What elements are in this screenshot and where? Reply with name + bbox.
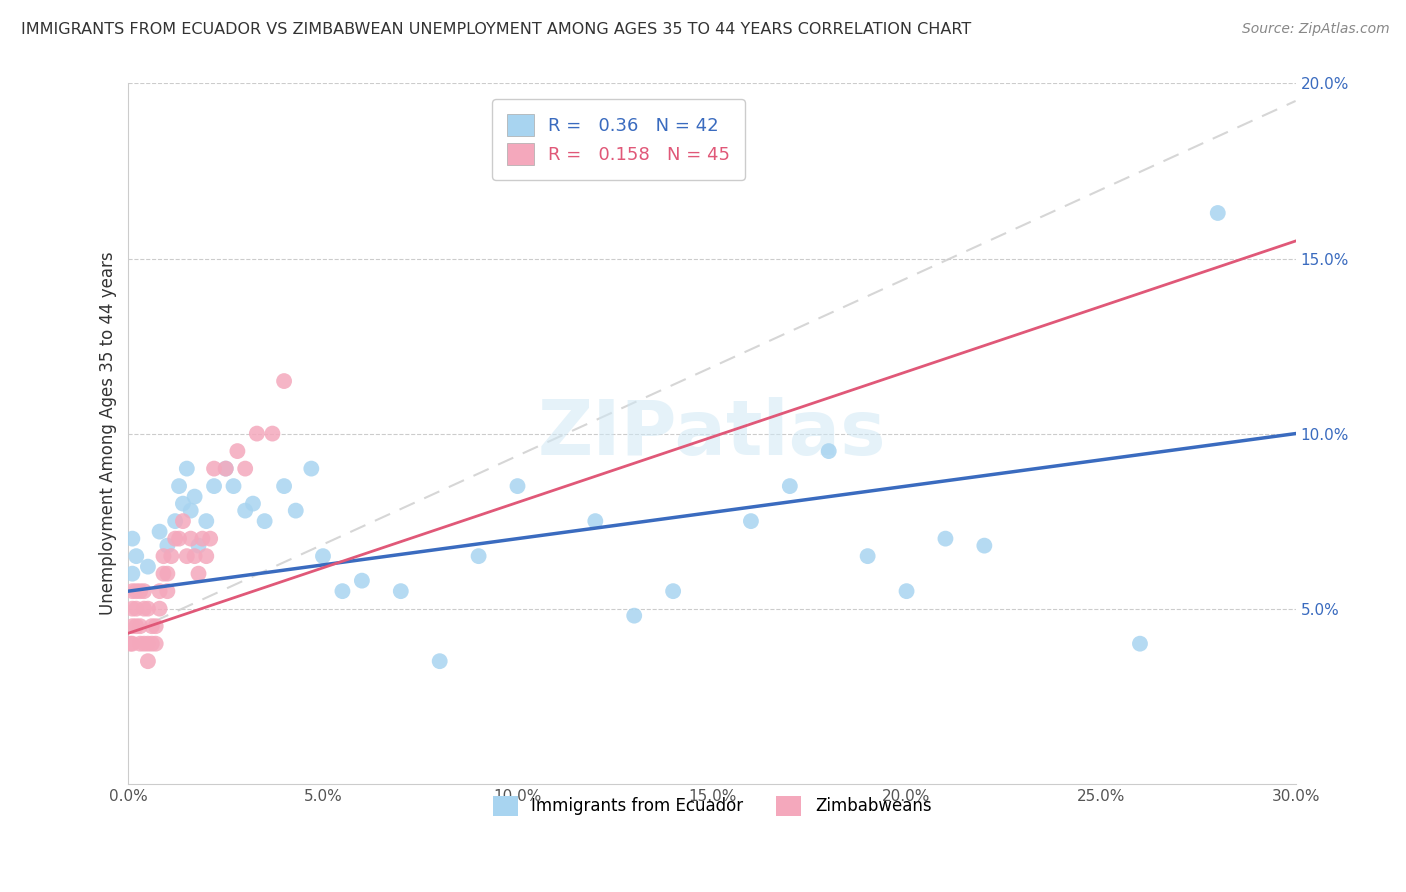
Point [120,637,142,651]
Point [180,503,202,517]
Point [583,514,606,528]
Point [740,514,762,528]
Point [172,497,194,511]
Point [121,619,143,633]
Point [467,549,489,563]
Point [136,654,159,668]
Point [183,549,205,563]
Point [817,444,839,458]
Point [149,601,172,615]
Point [662,584,685,599]
Point [129,584,152,599]
Point [896,584,918,599]
Point [187,539,209,553]
Point [332,584,354,599]
Point [1206,206,1229,220]
Point [141,619,163,633]
Point [233,461,256,475]
Point [973,539,995,553]
Point [165,514,187,528]
Point [172,514,194,528]
Point [779,479,801,493]
Point [129,619,152,633]
Point [156,539,179,553]
Point [299,461,322,475]
Point [273,479,295,493]
Point [215,461,238,475]
Point [198,532,221,546]
Point [350,574,373,588]
Point [176,461,198,475]
Point [623,608,645,623]
Point [132,601,155,615]
Point [129,637,152,651]
Point [284,503,307,517]
Point [152,566,174,581]
Point [145,637,167,651]
Point [121,637,143,651]
Point [429,654,451,668]
Point [121,584,143,599]
Point [187,566,209,581]
Point [242,497,264,511]
Point [167,532,190,546]
Point [132,637,155,651]
Point [167,479,190,493]
Point [506,479,529,493]
Point [856,549,879,563]
Point [156,584,179,599]
Point [125,584,148,599]
Point [195,549,218,563]
Point [121,532,143,546]
Point [121,601,143,615]
Point [141,637,163,651]
Point [273,374,295,388]
Point [202,479,225,493]
Point [176,549,198,563]
Point [136,559,159,574]
Text: ZIPatlas: ZIPatlas [537,397,886,471]
Point [202,461,225,475]
Point [149,524,172,539]
Point [191,532,214,546]
Point [160,549,183,563]
Point [121,566,143,581]
Point [1129,637,1152,651]
Point [233,503,256,517]
Point [125,549,148,563]
Point [262,426,284,441]
Point [125,619,148,633]
Point [389,584,412,599]
Point [132,584,155,599]
Point [180,532,202,546]
Text: Source: ZipAtlas.com: Source: ZipAtlas.com [1241,22,1389,37]
Point [125,601,148,615]
Point [253,514,276,528]
Point [183,490,205,504]
Point [226,444,249,458]
Point [156,566,179,581]
Text: IMMIGRANTS FROM ECUADOR VS ZIMBABWEAN UNEMPLOYMENT AMONG AGES 35 TO 44 YEARS COR: IMMIGRANTS FROM ECUADOR VS ZIMBABWEAN UN… [21,22,972,37]
Point [222,479,245,493]
Point [152,549,174,563]
Point [136,601,159,615]
Point [136,637,159,651]
Point [145,619,167,633]
Point [215,461,238,475]
Point [934,532,956,546]
Y-axis label: Unemployment Among Ages 35 to 44 years: Unemployment Among Ages 35 to 44 years [100,252,117,615]
Point [149,584,172,599]
Point [312,549,335,563]
Point [195,514,218,528]
Point [246,426,269,441]
Legend: Immigrants from Ecuador, Zimbabweans: Immigrants from Ecuador, Zimbabweans [484,788,939,824]
Point [165,532,187,546]
